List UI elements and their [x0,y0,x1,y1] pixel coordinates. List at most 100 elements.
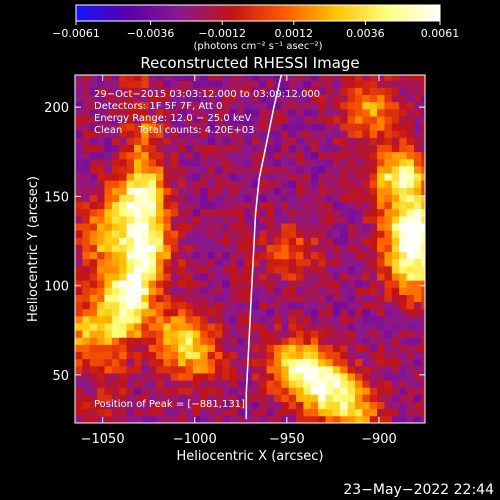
heatmap-cell [251,130,260,138]
heatmap-cell [281,415,290,423]
heatmap-cell [406,208,415,217]
heatmap-cell [89,387,98,395]
heatmap-cell [266,151,275,160]
heatmap-cell [377,144,385,153]
heatmap-cell [355,294,363,303]
heatmap-cell [273,144,282,153]
heatmap-cell [384,187,393,195]
heatmap-cell [104,123,113,131]
heatmap-cell [391,273,400,281]
heatmap-cell [362,94,371,103]
heatmap-cell [355,365,363,374]
heatmap-cell [82,130,91,138]
heatmap-cell [192,201,201,210]
heatmap-cell [215,351,223,360]
heatmap-cell [303,380,312,388]
heatmap-cell [399,94,407,103]
heatmap-cell [259,301,267,310]
heatmap-cell [156,387,164,395]
heatmap-cell [97,323,105,331]
heatmap-cell [325,351,334,360]
heatmap-cell [97,230,105,238]
heatmap-cell [325,294,334,303]
heatmap-cell [288,223,297,231]
heatmap-cell [148,415,157,423]
heatmap-cell [355,273,363,281]
heatmap-cell [303,280,312,288]
heatmap-cell [377,344,385,353]
heatmap-cell [259,365,267,374]
heatmap-cell [119,201,127,210]
heatmap-cell [75,208,83,217]
heatmap-cell [185,101,194,110]
heatmap-cell [259,116,267,124]
heatmap-cell [303,180,312,188]
heatmap-cell [148,308,157,317]
heatmap-cell [229,94,238,103]
heatmap-cell [318,94,326,103]
heatmap-cell [141,344,150,353]
heatmap-cell [215,80,223,88]
heatmap-cell [288,173,297,181]
heatmap-cell [133,330,142,338]
heatmap-cell [229,308,238,317]
heatmap-cell [303,80,312,88]
heatmap-cell [399,87,407,96]
heatmap-cell [148,287,157,295]
heatmap-cell [207,166,216,174]
heatmap-cell [399,244,407,253]
heatmap-cell [97,344,105,353]
heatmap-cell [251,287,260,295]
heatmap-cell [259,101,267,110]
heatmap-cell [111,237,120,245]
heatmap-cell [126,315,135,324]
heatmap-cell [163,208,172,217]
heatmap-cell [200,94,209,103]
heatmap-cell [377,301,385,310]
heatmap-cell [119,151,127,160]
heatmap-cell [82,301,91,310]
heatmap-cell [251,237,260,245]
heatmap-cell [82,344,91,353]
heatmap-cell [111,337,120,345]
heatmap-cell [377,315,385,324]
heatmap-cell [192,380,201,388]
heatmap-cell [318,80,326,88]
heatmap-cell [399,415,407,423]
heatmap-cell [97,151,105,160]
heatmap-cell [355,280,363,288]
heatmap-cell [384,273,393,281]
heatmap-cell [207,287,216,295]
heatmap-cell [288,166,297,174]
heatmap-cell [413,401,422,410]
heatmap-cell [369,187,378,195]
heatmap-cell [244,237,253,245]
heatmap-cell [369,351,378,360]
heatmap-cell [104,144,113,153]
heatmap-cell [399,337,407,345]
heatmap-cell [273,280,282,288]
heatmap-cell [119,137,127,145]
heatmap-cell [413,258,422,267]
heatmap-cell [391,251,400,260]
heatmap-cell [97,166,105,174]
heatmap-cell [89,94,98,103]
heatmap-cell [406,408,415,417]
heatmap-cell [421,315,425,324]
heatmap-cell [89,244,98,253]
heatmap-cell [75,75,83,81]
heatmap-cell [251,308,260,317]
heatmap-cell [310,365,319,374]
heatmap-cell [229,294,238,303]
heatmap-cell [89,80,98,88]
heatmap-cell [325,394,334,402]
heatmap-cell [281,301,290,310]
heatmap-cell [200,330,209,338]
heatmap-cell [355,244,363,253]
heatmap-cell [97,380,105,388]
heatmap-cell [229,394,238,402]
heatmap-cell [229,158,238,167]
heatmap-cell [178,144,186,153]
heatmap-cell [340,308,349,317]
plot-frame [74,74,426,424]
